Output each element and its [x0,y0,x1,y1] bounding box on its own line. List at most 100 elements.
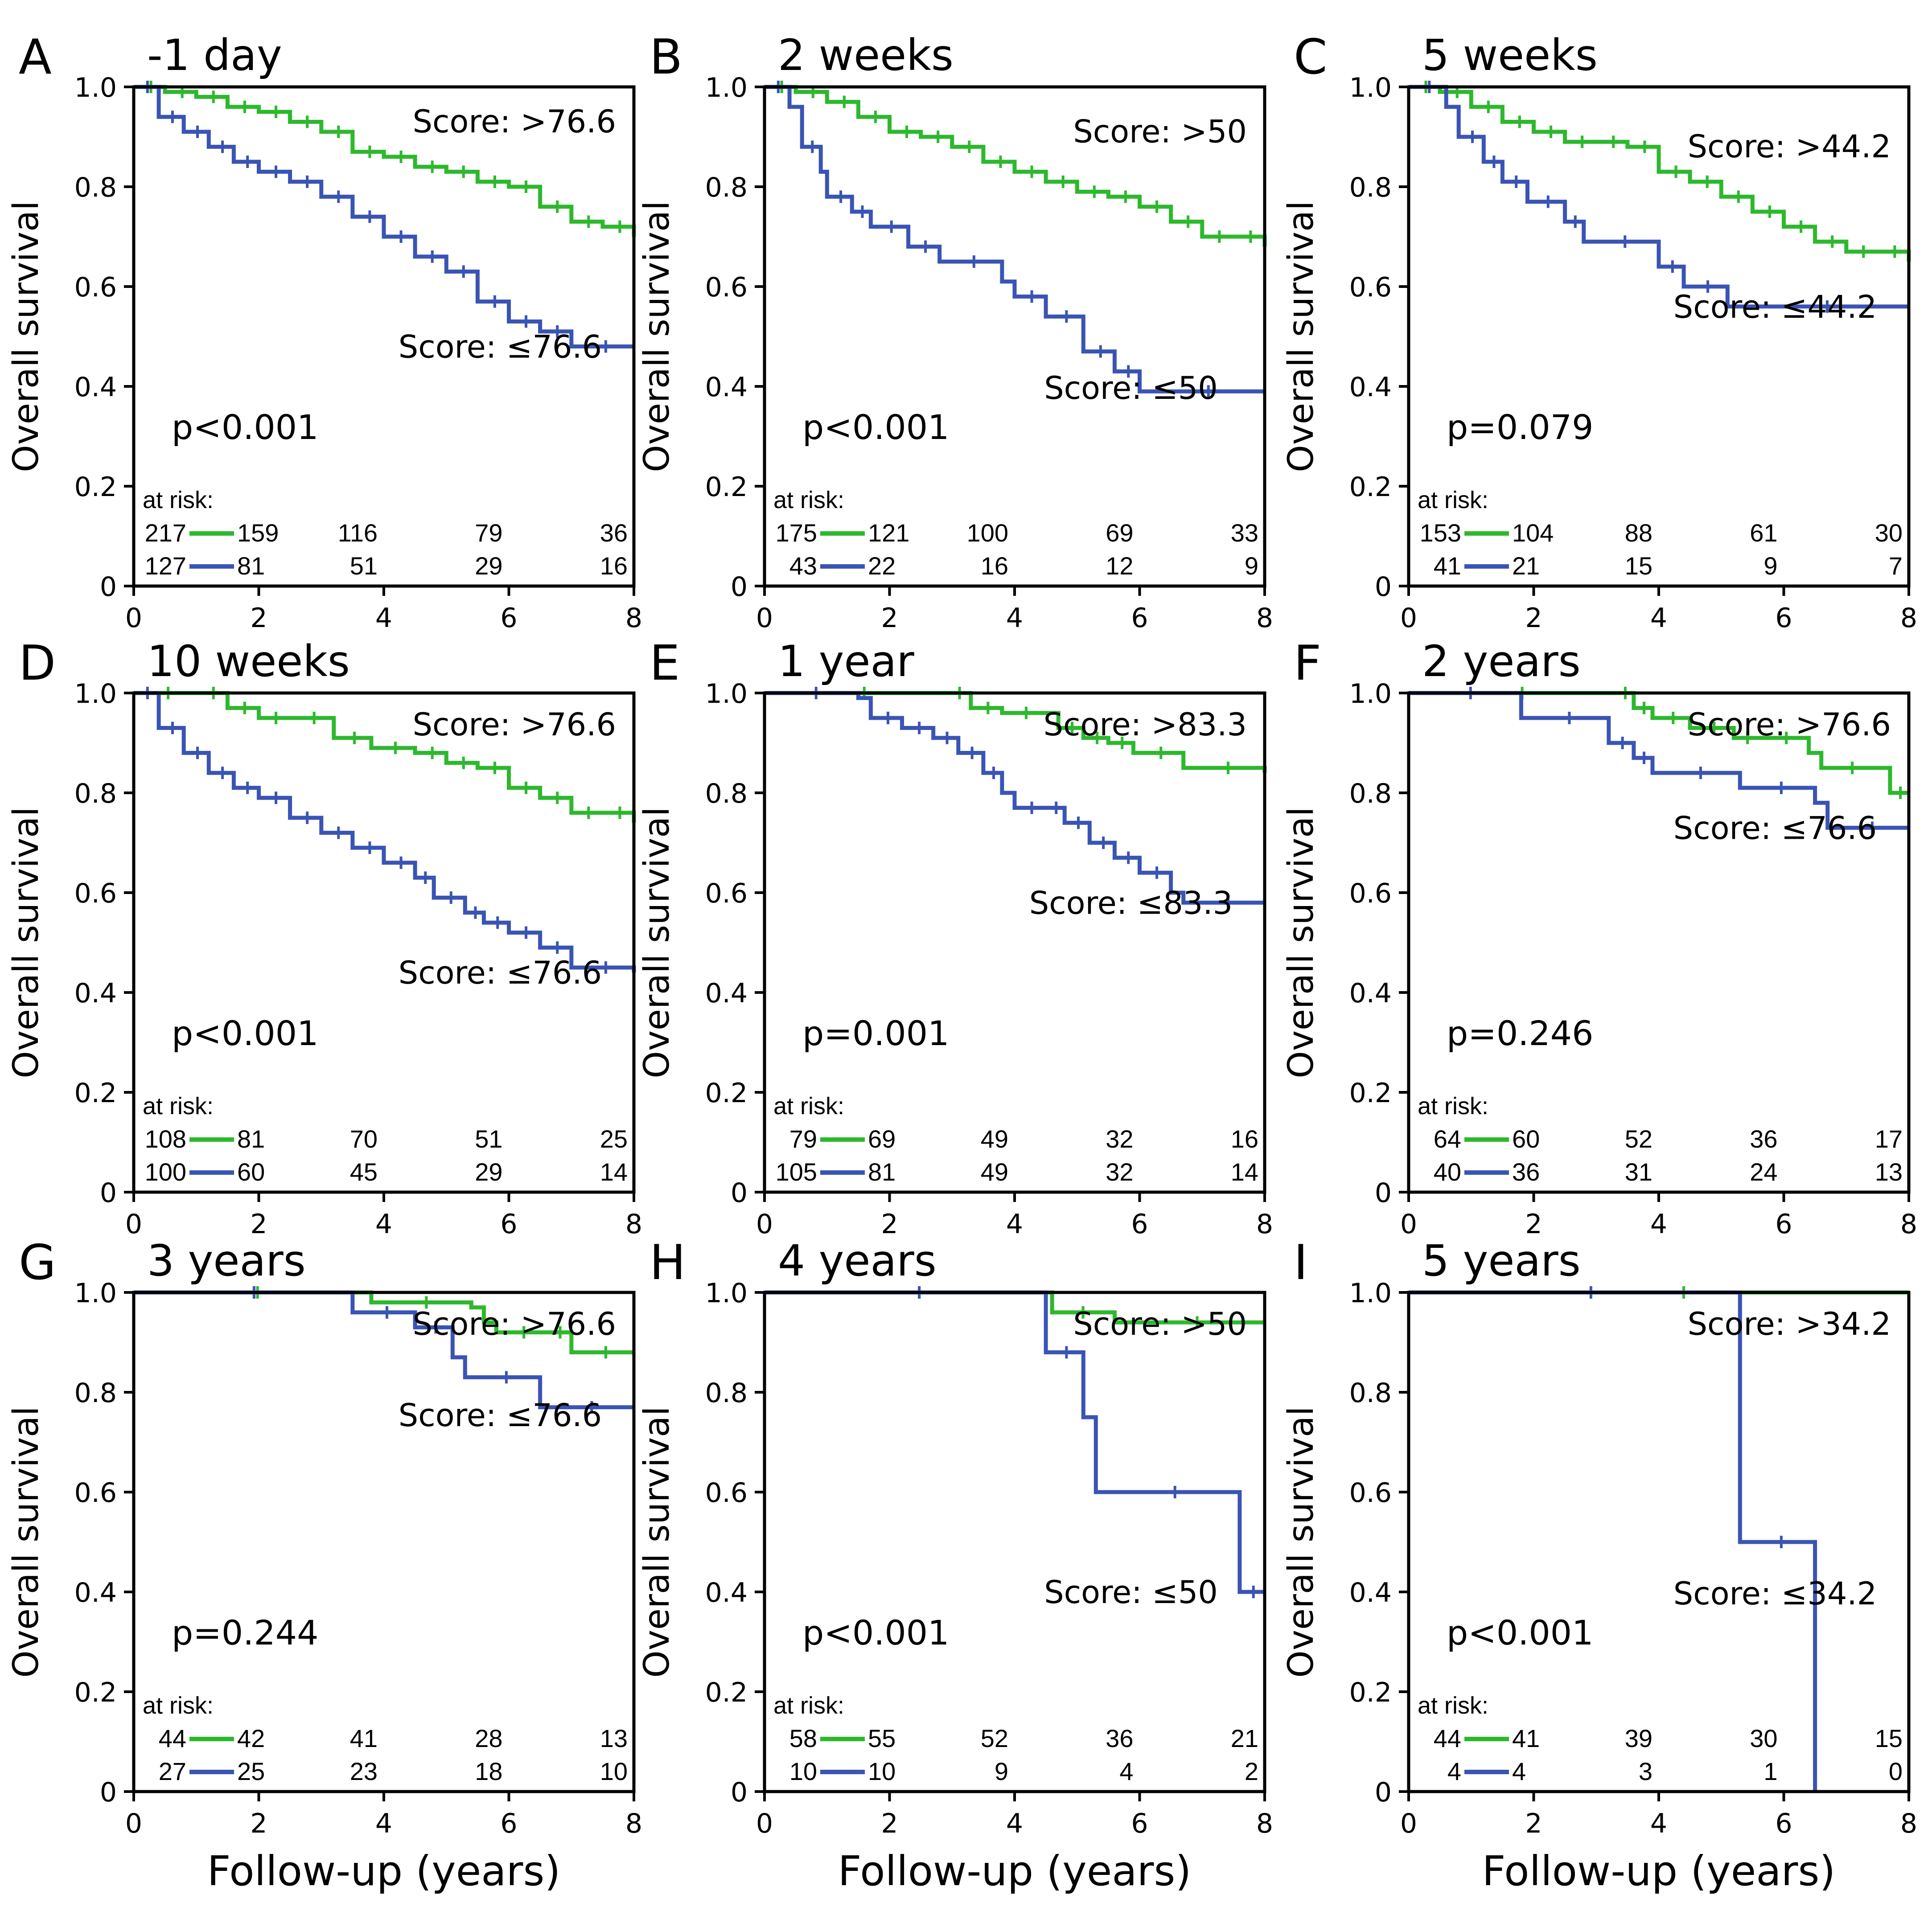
x-tick-label: 0 [756,1209,773,1240]
panel-d: D 10 weeks Overall survival 0 0.2 0.4 0.6 0.8 1.… [6,636,642,1240]
at-risk-count: 29 [475,552,502,580]
at-risk-count: 24 [1750,1158,1777,1186]
at-risk-count: 153 [1420,519,1461,547]
x-tick-label: 2 [1525,1808,1542,1839]
score-label-high: Score: >34.2 [1688,1306,1891,1342]
x-tick-label: 4 [1006,1209,1023,1240]
at-risk-count: 0 [1889,1757,1903,1785]
at-risk-count: 4 [1512,1757,1526,1785]
y-tick-label: 0.8 [74,1378,117,1409]
at-risk-count: 36 [1106,1724,1133,1752]
survival-curve-high [1409,691,1909,795]
at-risk-count: 100 [967,519,1008,547]
y-tick-label: 0.6 [1349,878,1392,909]
at-risk-count: 44 [159,1724,186,1752]
y-tick-label: 0 [1375,571,1392,603]
x-tick-label: 6 [500,1808,517,1839]
panel-g: G 3 years Overall survival 0 0.2 0.4 0.6 0.8 1.0… [6,1235,642,1839]
at-risk-count: 81 [237,552,265,580]
x-axis-label: Follow-up (years) [1482,1847,1836,1895]
panel-title: 5 years [1422,1236,1581,1286]
survival-curve-high [134,85,636,237]
at-risk-count: 36 [1512,1158,1540,1186]
at-risk-count: 217 [145,519,186,547]
at-risk-count: 10 [600,1757,628,1785]
x-tick-label: 4 [1650,1808,1667,1839]
at-risk-count: 30 [1750,1724,1777,1752]
y-tick-label: 0.2 [1349,472,1392,503]
score-label-high: Score: >76.6 [413,1306,616,1342]
p-value: p<0.001 [802,1613,950,1653]
y-tick-label: 0.6 [74,878,117,909]
p-value: p=0.246 [1447,1013,1594,1053]
at-risk-count: 25 [600,1125,628,1153]
y-axis-label: Overall survival [1281,807,1321,1078]
at-risk-count: 175 [776,519,817,547]
p-value: p<0.001 [172,1013,319,1053]
panel-a: A -1 day Overall survival 0 0.2 0.4 0.6 0.8 1.0 0… [6,29,642,634]
at-risk-count: 14 [1231,1158,1258,1186]
x-tick-label: 6 [1131,1808,1148,1839]
y-tick-label: 0.4 [1349,372,1392,403]
x-tick-label: 6 [1131,1209,1148,1240]
x-tick-label: 0 [1400,1209,1417,1240]
at-risk-count: 15 [1625,552,1652,580]
x-axis-label: Follow-up (years) [207,1847,561,1895]
at-risk-count: 9 [1763,552,1777,580]
y-tick-label: 0 [100,571,117,603]
score-label-low: Score: ≤83.3 [1029,885,1233,921]
y-tick-label: 1.0 [1349,678,1392,709]
panel-title: 10 weeks [147,636,350,686]
y-tick-label: 1.0 [74,678,117,709]
at-risk-label: at risk: [143,1692,214,1719]
survival-curve-low [765,691,1265,905]
at-risk-count: 28 [475,1724,502,1752]
y-axis-label: Overall survival [6,201,46,472]
y-tick-label: 0 [1375,1177,1392,1209]
y-tick-label: 1.0 [1349,1278,1392,1309]
panel-i: I 5 years Overall survival 0 0.2 0.4 0.6 0.8 1.0… [1281,1235,1917,1839]
score-label-low: Score: ≤76.6 [399,1397,602,1434]
y-tick-label: 0.6 [1349,272,1392,303]
panel-f: F 2 years Overall survival 0 0.2 0.4 0.6 0.8 1.0… [1281,636,1917,1240]
survival-curve-high [1409,85,1911,262]
survival-curve-low [765,1290,1265,1594]
score-label-low: Score: ≤76.6 [1673,810,1877,846]
y-tick-label: 0 [1375,1777,1392,1808]
panel-letter: B [649,29,682,85]
score-label-low: Score: ≤44.2 [1673,289,1877,325]
y-axis-label: Overall survival [1281,201,1321,472]
x-tick-label: 2 [250,1808,267,1839]
y-tick-label: 0.8 [1349,172,1392,203]
at-risk-count: 55 [868,1724,896,1752]
panel-title: 3 years [147,1236,306,1286]
score-label-high: Score: >50 [1073,1306,1247,1342]
at-risk-count: 60 [1512,1125,1540,1153]
at-risk-count: 10 [868,1757,896,1785]
survival-curve-low [1409,85,1909,309]
at-risk-count: 39 [1625,1724,1652,1752]
score-label-high: Score: >83.3 [1044,706,1247,743]
at-risk-count: 70 [350,1125,378,1153]
x-tick-label: 8 [1900,603,1917,634]
at-risk-count: 10 [789,1757,817,1785]
y-tick-label: 1.0 [705,678,748,709]
y-tick-label: 0.8 [74,778,117,809]
x-tick-label: 6 [1775,603,1792,634]
survival-curve-low [134,1290,634,1410]
panel-title: 5 weeks [1422,30,1598,80]
y-axis-label: Overall survival [637,201,677,472]
x-tick-label: 2 [881,1209,898,1240]
y-axis-label: Overall survival [6,1406,46,1677]
x-tick-label: 2 [250,1209,267,1240]
score-label-high: Score: >50 [1073,113,1247,150]
y-tick-label: 0 [100,1777,117,1808]
y-tick-label: 0.4 [74,1577,117,1608]
y-tick-label: 0.4 [74,372,117,403]
x-tick-label: 0 [1400,1808,1417,1839]
x-tick-label: 0 [756,603,773,634]
score-label-low: Score: ≤34.2 [1673,1575,1877,1612]
panel-e: E 1 year Overall survival 0 0.2 0.4 0.6 0.8 1.0 0… [637,636,1273,1240]
at-risk-count: 7 [1889,552,1903,580]
